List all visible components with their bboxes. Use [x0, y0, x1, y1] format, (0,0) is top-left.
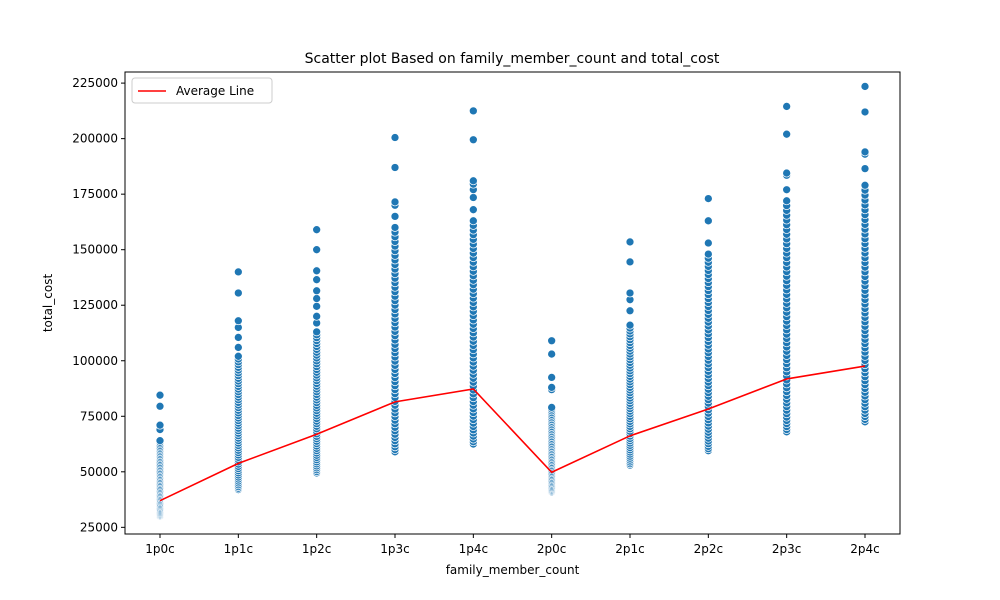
scatter-point [860, 164, 870, 173]
scatter-point [312, 225, 322, 235]
x-tick-label: 1p4c [459, 542, 488, 556]
scatter-points [155, 82, 870, 521]
scatter-point [782, 196, 792, 206]
scatter-point [312, 245, 322, 255]
scatter-point [547, 373, 557, 382]
x-tick-label: 2p4c [850, 542, 879, 556]
y-axis: 25000 50000 75000 100000 125000 150000 175000 2… [72, 76, 125, 534]
scatter-point [782, 168, 792, 178]
scatter-point [390, 212, 400, 221]
y-tick-label: 200000 [72, 132, 118, 146]
scatter-point [468, 135, 478, 145]
scatter-point [782, 102, 792, 111]
scatter-point [233, 351, 243, 361]
scatter-point [860, 180, 870, 190]
scatter-point [468, 205, 478, 215]
scatter-point [155, 436, 165, 446]
scatter-point [703, 216, 713, 226]
scatter-point [312, 286, 322, 296]
scatter-point [155, 390, 165, 400]
x-tick-label: 1p0c [145, 542, 174, 556]
x-tick-label: 2p3c [772, 542, 801, 556]
scatter-point [233, 333, 243, 342]
scatter-point [233, 343, 243, 352]
y-tick-label: 175000 [72, 187, 118, 201]
x-tick-label: 1p1c [224, 542, 253, 556]
scatter-point [312, 294, 322, 303]
scatter-point [233, 288, 243, 298]
x-tick-label: 2p2c [694, 542, 723, 556]
scatter-point [625, 306, 635, 316]
scatter-point [547, 336, 557, 346]
x-tick-label: 1p3c [380, 542, 409, 556]
scatter-point [312, 301, 322, 311]
average-line [159, 365, 866, 502]
x-axis: 1p0c 1p1c 1p2c 1p3c 1p4c 2p0c 2p1c 2p2c 2p3c 2p4c [145, 534, 880, 556]
scatter-point [703, 194, 713, 203]
chart-title: Scatter plot Based on family_member_coun… [305, 51, 720, 67]
y-axis-label: total_cost [41, 274, 55, 333]
scatter-point [782, 129, 792, 139]
plot-area-frame [124, 71, 901, 535]
scatter-point [233, 316, 243, 326]
scatter-point [468, 176, 478, 186]
y-tick-label: 25000 [80, 520, 118, 534]
x-tick-label: 2p0c [537, 542, 566, 556]
scatter-point [625, 257, 635, 267]
scatter-point [390, 197, 400, 207]
y-tick-label: 150000 [72, 243, 118, 257]
y-tick-label: 50000 [80, 465, 118, 479]
scatter-point [390, 163, 400, 172]
y-tick-label: 125000 [72, 298, 118, 312]
y-tick-label: 100000 [72, 354, 118, 368]
scatter-point [547, 403, 557, 412]
scatter-point [233, 267, 243, 277]
scatter-point [390, 223, 400, 232]
scatter-point [782, 185, 792, 195]
y-tick-label: 225000 [72, 76, 118, 90]
scatter-point [703, 249, 713, 259]
scatter-point [155, 401, 165, 411]
scatter-point [860, 147, 870, 157]
legend-entry-label: Average Line [176, 84, 254, 98]
scatter-point [860, 107, 870, 117]
scatter-point [625, 320, 635, 330]
scatter-point [312, 266, 322, 276]
scatter-point [390, 133, 400, 142]
x-axis-label: family_member_count [446, 563, 580, 577]
y-tick-label: 75000 [80, 409, 118, 423]
legend-box [131, 77, 273, 104]
scatter-point [625, 237, 635, 247]
scatter-point [703, 238, 713, 248]
legend: Average Line [131, 77, 273, 104]
x-tick-label: 2p1c [615, 542, 644, 556]
scatter-point [468, 106, 478, 116]
scatter-point [625, 288, 635, 298]
scatter-point [312, 327, 322, 337]
scatter-point [312, 311, 322, 321]
scatter-point [468, 216, 478, 226]
scatter-point [468, 193, 478, 202]
scatter-point [155, 420, 165, 430]
x-tick-label: 1p2c [302, 542, 331, 556]
scatter-point [860, 82, 870, 91]
scatter-point [312, 275, 322, 285]
scatter-point [547, 349, 557, 359]
scatter-point [547, 383, 557, 392]
average-line-series [159, 365, 866, 502]
